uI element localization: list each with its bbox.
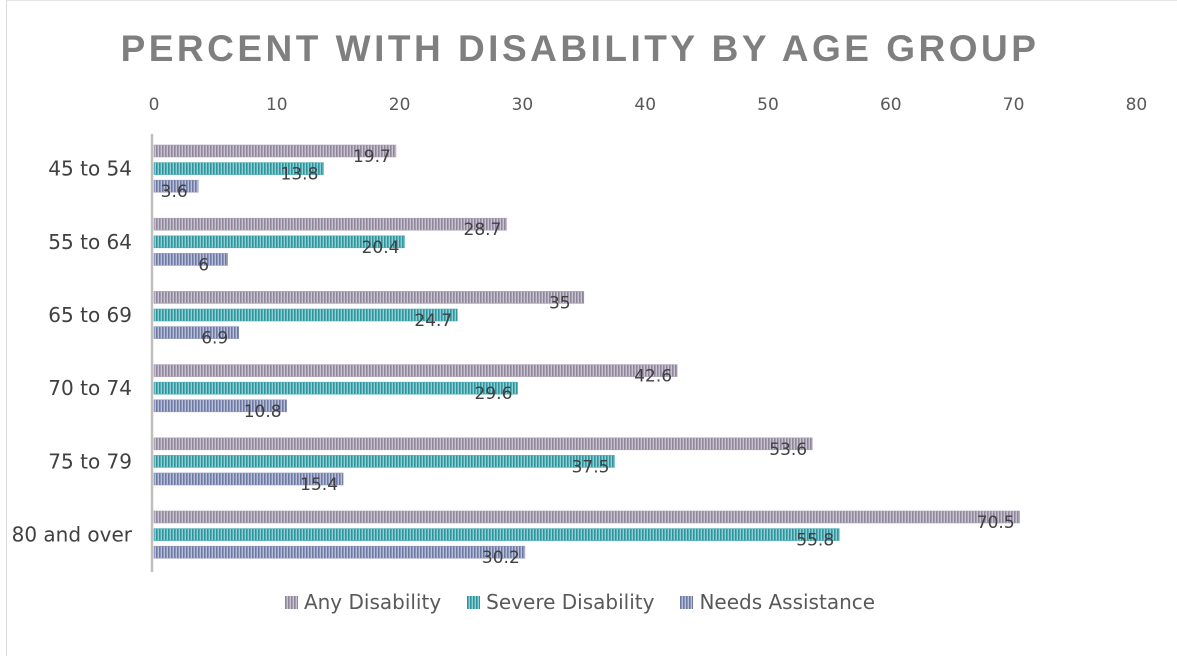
- data-label: 70.5: [977, 513, 1015, 533]
- data-labels: 19.7 13.8 3.6 28.7 20.4 6 35 24.7 6.9 42.6 29.6 10.…: [161, 147, 1015, 568]
- category-label: 70 to 74: [48, 376, 132, 400]
- legend-item: Any Disability: [284, 590, 442, 614]
- data-label: 15.4: [300, 475, 338, 495]
- data-label: 20.4: [362, 238, 400, 258]
- bar: [153, 545, 526, 559]
- data-label: 42.6: [634, 367, 672, 387]
- bar: [153, 217, 507, 231]
- legend-label: Severe Disability: [486, 590, 655, 614]
- data-label: 13.8: [281, 165, 319, 185]
- bar: [153, 510, 1021, 524]
- data-label: 53.6: [769, 440, 807, 460]
- chart-frame: [6, 0, 1177, 656]
- category-label: 45 to 54: [48, 157, 132, 181]
- bar: [153, 162, 324, 175]
- bar: [153, 528, 840, 541]
- data-label: 37.5: [572, 457, 610, 477]
- bar: [153, 437, 813, 451]
- bar: [153, 381, 518, 395]
- data-label: 19.7: [353, 147, 391, 167]
- category-label: 65 to 69: [48, 303, 132, 327]
- legend-swatch: [284, 595, 298, 609]
- bar: [153, 455, 615, 468]
- legend-swatch: [680, 595, 694, 609]
- x-tick-labels: 0 10 20 30 40 50 60 70 80: [149, 95, 1148, 115]
- data-label: 6.9: [201, 329, 228, 349]
- data-label: 55.8: [796, 531, 834, 551]
- legend-item: Needs Assistance: [680, 590, 875, 614]
- legend-label: Needs Assistance: [699, 590, 876, 614]
- x-tick-label: 20: [389, 95, 411, 115]
- bar: [153, 399, 287, 413]
- x-tick-label: 0: [149, 95, 160, 115]
- x-tick-label: 30: [512, 95, 534, 115]
- category-label: 55 to 64: [48, 230, 132, 254]
- bars: [153, 144, 1021, 559]
- x-tick-label: 80: [1126, 95, 1148, 115]
- legend-item: Severe Disability: [467, 590, 654, 614]
- bar: [153, 308, 458, 322]
- data-label: 10.8: [244, 402, 282, 422]
- bar: [153, 472, 344, 486]
- x-tick-label: 60: [880, 95, 902, 115]
- data-label: 35: [549, 293, 571, 313]
- bar: [153, 235, 405, 249]
- x-tick-label: 70: [1003, 95, 1025, 115]
- bar: [153, 326, 240, 339]
- bar: [153, 364, 678, 377]
- bar: [153, 291, 585, 304]
- data-label: 28.7: [464, 220, 502, 240]
- bar: [153, 179, 199, 193]
- category-label: 75 to 79: [48, 449, 132, 473]
- legend-swatch: [467, 595, 481, 609]
- data-label: 30.2: [482, 548, 520, 568]
- x-tick-label: 10: [266, 95, 288, 115]
- chart-title: PERCENT WITH DISABILITY BY AGE GROUP: [120, 28, 1040, 69]
- bar-chart: 0 10 20 30 40 50 60 70 80 45 to 54 55 to 64 65 to …: [12, 95, 1148, 572]
- data-label: 3.6: [161, 182, 188, 202]
- category-label: 80 and over: [12, 523, 133, 547]
- x-tick-label: 40: [634, 95, 656, 115]
- data-label: 24.7: [414, 311, 452, 331]
- data-label: 6: [198, 255, 209, 275]
- legend-label: Any Disability: [303, 590, 442, 614]
- bar: [153, 144, 397, 158]
- data-label: 29.6: [475, 384, 513, 404]
- legend: Any Disability Severe Disability Needs Ass…: [0, 590, 1160, 614]
- x-tick-label: 50: [757, 95, 779, 115]
- bar: [153, 253, 228, 266]
- category-labels: 45 to 54 55 to 64 65 to 69 70 to 74 75 to 79…: [12, 157, 133, 547]
